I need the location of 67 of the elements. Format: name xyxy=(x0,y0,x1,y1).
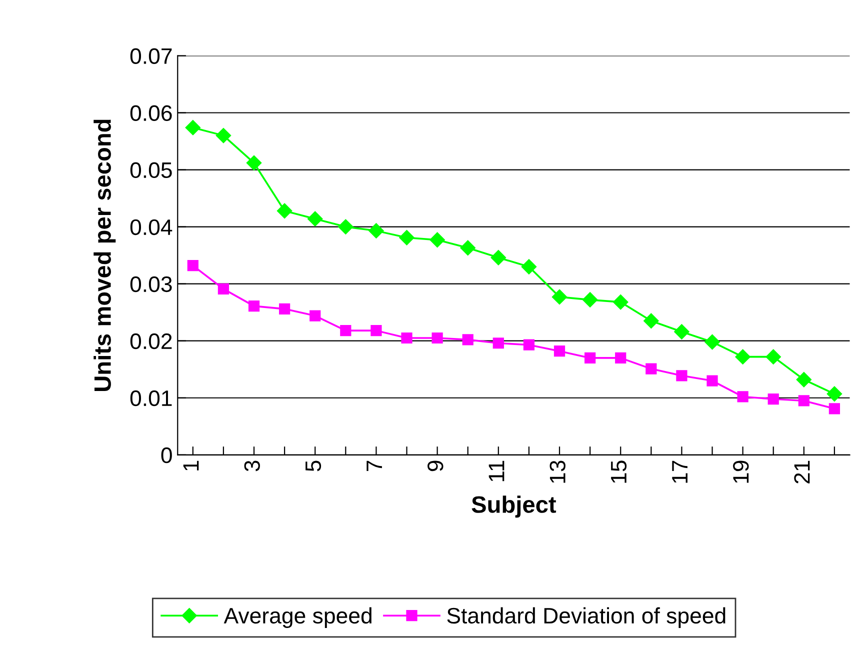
y-tick-label: 0.07 xyxy=(130,48,172,64)
point xyxy=(552,289,568,305)
point xyxy=(492,338,504,349)
point xyxy=(187,260,198,272)
y-tick-label: 0 xyxy=(161,447,172,464)
point xyxy=(216,128,232,144)
x-tick-label: 11 xyxy=(488,460,504,482)
x-tick-label: 21 xyxy=(794,460,810,484)
point xyxy=(704,334,720,350)
point xyxy=(432,332,443,344)
point xyxy=(460,240,476,256)
point xyxy=(248,300,260,312)
point xyxy=(768,393,779,405)
point xyxy=(279,303,290,314)
point xyxy=(370,325,382,336)
legend-label: Average speed xyxy=(224,607,372,628)
y-tick-label: 0.03 xyxy=(130,276,172,292)
point xyxy=(766,349,781,364)
x-tick-label: 13 xyxy=(550,460,566,483)
x-tick-label: 19 xyxy=(733,460,749,483)
x-tick-label: 3 xyxy=(244,460,260,472)
point xyxy=(828,403,840,414)
point xyxy=(521,259,537,274)
y-tick-label: 0.05 xyxy=(130,162,172,178)
y-tick-label: 0.06 xyxy=(130,105,172,122)
x-tick-label: 1 xyxy=(183,460,199,470)
y-tick-label: 0.01 xyxy=(130,390,172,406)
point xyxy=(401,332,412,344)
point xyxy=(276,203,292,218)
point xyxy=(798,395,810,406)
point xyxy=(676,370,688,382)
point xyxy=(218,283,230,295)
point xyxy=(674,324,690,340)
point xyxy=(368,223,384,238)
point xyxy=(246,155,262,171)
point xyxy=(340,325,352,336)
point xyxy=(646,363,657,374)
point xyxy=(554,346,566,357)
point xyxy=(582,292,598,308)
x-tick-label: 9 xyxy=(428,460,444,472)
point xyxy=(523,339,535,350)
x-tick-label: 7 xyxy=(366,460,382,471)
point xyxy=(185,120,200,136)
point xyxy=(430,232,445,248)
x-tick-label: 5 xyxy=(306,460,322,472)
point xyxy=(796,372,812,388)
point xyxy=(737,391,748,402)
point xyxy=(826,386,842,402)
y-tick-label: 0.04 xyxy=(130,219,172,236)
point xyxy=(399,230,414,246)
x-tick-label: 15 xyxy=(611,460,627,483)
point xyxy=(615,352,626,364)
x-tick-label: 17 xyxy=(672,460,688,483)
point xyxy=(490,250,506,266)
x-axis-title: Subject xyxy=(472,496,556,518)
point xyxy=(584,352,596,364)
point xyxy=(338,219,354,234)
point xyxy=(308,211,323,226)
y-tick-label: 0.02 xyxy=(130,333,172,350)
legend-label: Standard Deviation of speed xyxy=(447,607,726,628)
point xyxy=(706,375,718,386)
point xyxy=(310,310,321,322)
y-axis-title: Units moved per second xyxy=(94,120,116,391)
point xyxy=(735,349,750,364)
point xyxy=(462,334,474,346)
point xyxy=(644,313,659,328)
point xyxy=(613,294,628,310)
